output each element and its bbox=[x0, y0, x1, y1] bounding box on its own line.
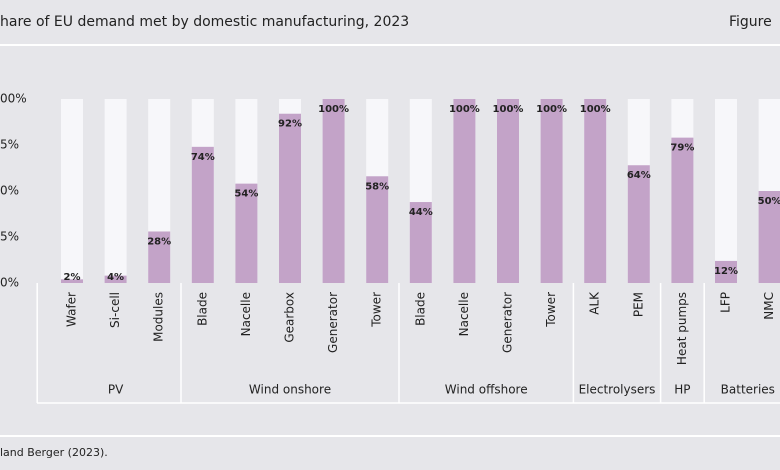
value-label: 2% bbox=[64, 272, 81, 283]
x-tick-label: Heat pumps bbox=[675, 292, 689, 365]
bar bbox=[148, 231, 171, 283]
x-tick-label: ALK bbox=[588, 291, 602, 315]
value-label: 74% bbox=[191, 152, 215, 163]
x-tick-label: Blade bbox=[413, 292, 427, 326]
value-label: 58% bbox=[365, 181, 389, 192]
y-tick-label: 00% bbox=[0, 92, 27, 106]
bar bbox=[671, 137, 694, 283]
x-tick-label: Si-cell bbox=[108, 292, 122, 328]
x-tick-label: Gearbox bbox=[283, 292, 297, 343]
x-tick-label: LFP bbox=[719, 292, 733, 313]
value-label: 79% bbox=[670, 143, 694, 154]
value-label: 100% bbox=[493, 104, 524, 115]
figure-label: Figure bbox=[729, 14, 772, 30]
bar-track bbox=[61, 99, 83, 283]
x-tick-label: Nacelle bbox=[239, 292, 253, 336]
bar bbox=[453, 99, 476, 283]
x-tick-label: Nacelle bbox=[457, 292, 471, 336]
bar bbox=[61, 279, 83, 283]
chart-title: hare of EU demand met by domestic manufa… bbox=[0, 14, 409, 30]
bar-track bbox=[715, 99, 737, 283]
value-label: 100% bbox=[580, 104, 611, 115]
bar bbox=[409, 202, 432, 283]
value-label: 100% bbox=[449, 104, 480, 115]
bar bbox=[758, 191, 780, 283]
value-label: 44% bbox=[409, 207, 433, 218]
source: land Berger (2023). bbox=[0, 446, 108, 459]
value-label: 28% bbox=[147, 236, 171, 247]
value-label: 50% bbox=[758, 196, 780, 207]
x-tick-label: Blade bbox=[195, 292, 209, 326]
group-label: Wind offshore bbox=[445, 383, 528, 397]
value-label: 92% bbox=[278, 119, 302, 130]
bar bbox=[191, 146, 214, 283]
group-label: PV bbox=[108, 383, 124, 397]
group-label: Wind onshore bbox=[249, 383, 331, 397]
x-tick-label: Wafer bbox=[65, 292, 79, 327]
bar bbox=[584, 99, 607, 283]
group-label: Electrolysers bbox=[579, 383, 656, 397]
group-label: Batteries bbox=[721, 383, 775, 397]
value-label: 64% bbox=[627, 170, 651, 181]
bar bbox=[366, 176, 389, 283]
x-tick-label: Modules bbox=[152, 292, 166, 342]
bar bbox=[540, 99, 563, 283]
x-tick-label: Generator bbox=[501, 292, 515, 353]
x-tick-label: Tower bbox=[370, 292, 384, 328]
bar bbox=[279, 113, 301, 283]
bar bbox=[235, 183, 258, 283]
bar bbox=[497, 99, 519, 283]
x-tick-label: PEM bbox=[631, 292, 645, 317]
y-tick-label: 0% bbox=[0, 276, 19, 290]
bar bbox=[715, 260, 737, 283]
x-tick-label: NMC bbox=[762, 292, 776, 320]
bar bbox=[322, 99, 345, 283]
bar bbox=[104, 275, 127, 283]
value-label: 12% bbox=[714, 266, 738, 277]
value-label: 100% bbox=[536, 104, 567, 115]
value-label: 54% bbox=[234, 189, 258, 200]
bar bbox=[627, 165, 650, 283]
y-tick-label: 5% bbox=[0, 230, 19, 244]
value-label: 4% bbox=[107, 272, 124, 283]
x-tick-label: Tower bbox=[544, 292, 558, 328]
value-label: 100% bbox=[318, 104, 349, 115]
y-tick-label: 0% bbox=[0, 184, 19, 198]
x-tick-label: Generator bbox=[326, 292, 340, 353]
y-tick-label: 5% bbox=[0, 138, 19, 152]
group-label: HP bbox=[674, 383, 690, 397]
bar-track bbox=[104, 99, 127, 283]
